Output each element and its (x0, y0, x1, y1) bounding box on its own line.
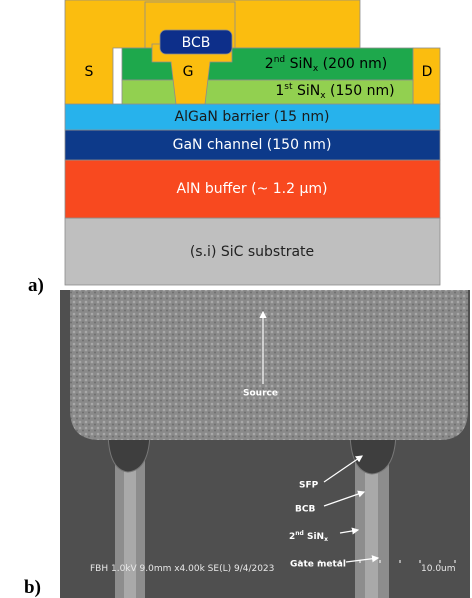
drain-label: D (422, 64, 433, 80)
panel-tag: a) (28, 275, 44, 296)
gan-label: GaN channel (150 nm) (173, 137, 332, 153)
bcb-label: BCB (182, 35, 211, 51)
sem-image (60, 290, 470, 598)
algan-label: AlGaN barrier (15 nm) (175, 109, 330, 125)
panel-tag: b) (24, 577, 41, 598)
scale-label: 10.0um (421, 564, 456, 574)
sin-label: 2nd SiNx (289, 530, 328, 543)
sic-label: (s.i) SiC substrate (190, 244, 314, 260)
gate-metal-label: Gate metal (290, 560, 346, 570)
figure: S D BCB G 2nd SiNx (200 nm) 1st SiNx (15… (0, 0, 472, 598)
bcb-label: BCB (295, 505, 315, 515)
aln-label: AlN buffer (~ 1.2 µm) (177, 181, 328, 197)
gate-label: G (183, 64, 194, 80)
sfp-label: SFP (299, 481, 319, 491)
source-label: S (85, 64, 94, 80)
source-label: Source (243, 389, 278, 399)
sem-info: FBH 1.0kV 9.0mm x4.00k SE(L) 9/4/2023 (90, 564, 274, 574)
sin1-label: 1st SiNx (150 nm) (275, 82, 394, 101)
